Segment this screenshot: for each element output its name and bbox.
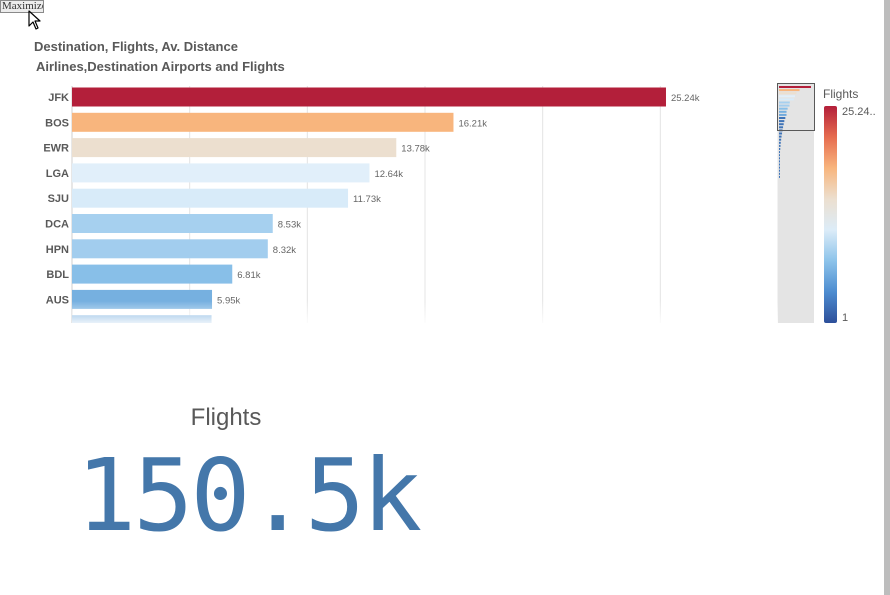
minimap-bar xyxy=(779,172,780,175)
minimap-bar xyxy=(779,144,781,147)
minimap-bar xyxy=(779,141,781,144)
data-label: 16.21k xyxy=(458,118,487,129)
minimap-track[interactable] xyxy=(778,84,814,323)
mouse-pointer-icon xyxy=(28,10,41,30)
minimap-bar xyxy=(779,92,797,95)
category-label: BOS xyxy=(45,117,69,129)
minimap-bar xyxy=(779,166,780,169)
minimap-bar xyxy=(779,148,781,150)
chart-fade xyxy=(72,301,778,323)
data-label: 11.73k xyxy=(353,194,381,205)
minimap-bar xyxy=(779,163,780,166)
data-label: 8.32k xyxy=(273,245,296,256)
minimap-bar xyxy=(779,157,780,160)
data-label: 25.24k xyxy=(671,93,700,104)
category-label: DCA xyxy=(45,219,69,231)
minimap-bar xyxy=(779,120,785,123)
data-label: 12.64k xyxy=(374,169,403,180)
bar-BDL[interactable] xyxy=(72,264,233,284)
minimap-bar xyxy=(779,107,788,110)
minimap-bar xyxy=(779,95,796,98)
minimap-bar xyxy=(779,86,811,88)
bar-BOS[interactable] xyxy=(72,112,454,132)
maximize-button[interactable]: Maximize xyxy=(0,0,44,13)
bar-JFK[interactable] xyxy=(72,87,666,107)
minimap-bar xyxy=(779,123,784,126)
minimap-bar xyxy=(779,110,787,113)
data-label: 8.53k xyxy=(278,220,301,231)
category-label: AUS xyxy=(46,294,69,306)
destination-bar-chart[interactable]: JFK 25.24k BOS 16.21k EWR 13.78k LGA 12.64k SJU 1… xyxy=(0,0,890,340)
minimap-bar xyxy=(779,104,790,107)
bar-DCA[interactable] xyxy=(72,214,273,233)
category-label: JFK xyxy=(48,92,69,104)
bar-EWR[interactable] xyxy=(72,138,397,158)
window-edge xyxy=(884,0,890,595)
chart-subtitle: Airlines,Destination Airports and Flight… xyxy=(36,59,285,74)
category-label: HPN xyxy=(46,244,69,256)
category-label: SJU xyxy=(48,193,69,205)
category-label: BDL xyxy=(46,269,69,281)
minimap-bar xyxy=(779,169,780,172)
chart-legend: Flights 25.24.. 1 xyxy=(823,87,876,324)
category-label: EWR xyxy=(43,143,69,155)
minimap-bar xyxy=(779,138,782,141)
chart-title: Destination, Flights, Av. Distance xyxy=(34,39,238,54)
minimap-bar xyxy=(779,126,784,129)
legend-min-label: 1 xyxy=(842,312,848,324)
data-label: 13.78k xyxy=(401,144,430,155)
minimap-bar xyxy=(779,154,780,157)
legend-max-label: 25.24.. xyxy=(842,106,876,118)
data-label: 5.95k xyxy=(217,295,240,306)
legend-color-ramp xyxy=(824,106,837,323)
minimap-bar xyxy=(779,113,787,116)
minimap-bar xyxy=(779,135,782,138)
overflow-fade xyxy=(72,301,778,323)
kpi-value: 150.5k xyxy=(76,437,422,554)
bar-LGA[interactable] xyxy=(72,163,370,183)
minimap-viewport-handle[interactable] xyxy=(777,83,815,131)
minimap-bar xyxy=(779,151,781,154)
bar-SJU[interactable] xyxy=(72,188,349,208)
minimap-bar xyxy=(779,117,786,119)
minimap-bar xyxy=(779,132,783,135)
legend-title: Flights xyxy=(823,87,858,101)
minimap-bar xyxy=(779,101,790,104)
category-label: LGA xyxy=(46,168,69,180)
kpi-label: Flights xyxy=(190,404,262,431)
chart-minimap-scrollbar[interactable] xyxy=(777,83,815,324)
minimap-bar xyxy=(779,160,780,163)
minimap-bar xyxy=(779,175,780,178)
data-label: 6.81k xyxy=(237,270,260,281)
minimap-bar xyxy=(779,89,800,92)
chart-bars[interactable]: JFK 25.24k BOS 16.21k EWR 13.78k LGA 12.64k SJU 1… xyxy=(43,87,700,324)
bar-HPN[interactable] xyxy=(72,239,268,259)
minimap-bar xyxy=(779,98,794,101)
